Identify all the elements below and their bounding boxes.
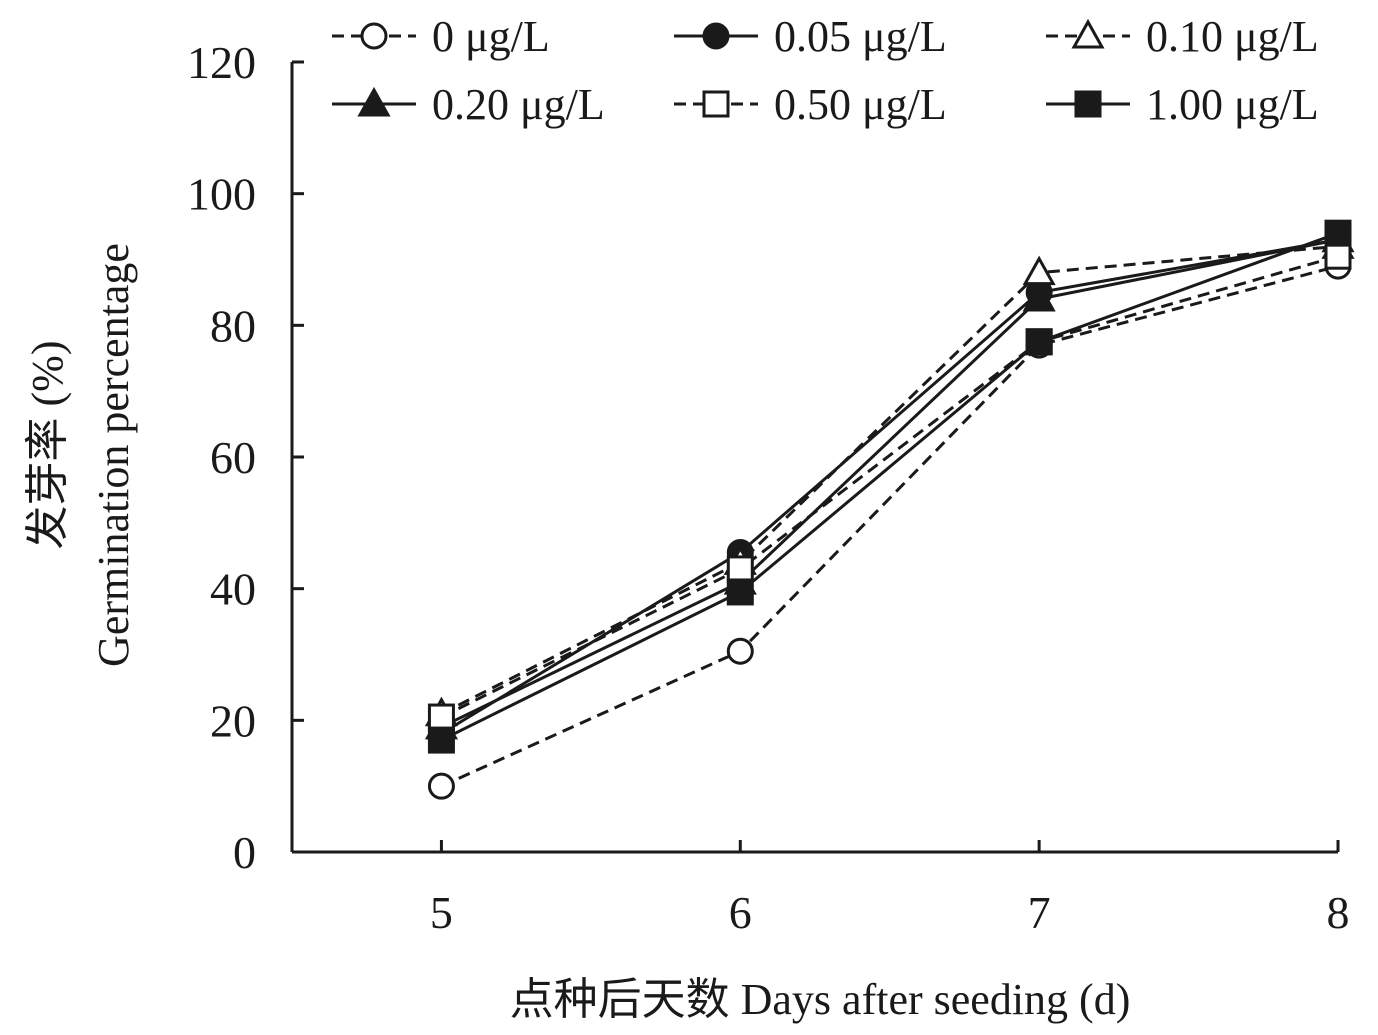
x-tick-label-3: 8 bbox=[1327, 887, 1350, 938]
point-5-1 bbox=[726, 578, 754, 606]
y-tick-label-3: 60 bbox=[210, 432, 256, 483]
point-5-0 bbox=[427, 726, 455, 754]
series-line-2 bbox=[440, 244, 1339, 716]
series-line-1 bbox=[440, 238, 1339, 735]
point-5-2 bbox=[1025, 328, 1053, 356]
legend-label-1: 0.05 μg/L bbox=[774, 12, 947, 61]
legend-label-2: 0.10 μg/L bbox=[1146, 12, 1319, 61]
y-tick-label-2: 40 bbox=[210, 564, 256, 615]
series-0 bbox=[427, 252, 1352, 800]
x-axis-title: 点种后天数 Days after seeding (d) bbox=[510, 975, 1131, 1024]
legend: 0 μg/L 0.05 μg/L 0.10 μg/L 0.20 μg/L 0.50 μg… bbox=[332, 12, 1319, 129]
axes: 0 20 40 60 80 100 120 5 6 7 8 bbox=[187, 37, 1350, 938]
point-4-3 bbox=[1324, 242, 1352, 270]
legend-marker-2 bbox=[1071, 18, 1105, 49]
y-tick-label-4: 80 bbox=[210, 300, 256, 351]
series-layer bbox=[424, 219, 1355, 800]
series-1 bbox=[427, 226, 1352, 747]
legend-item-3: 0.20 μg/L bbox=[332, 80, 605, 129]
legend-marker-1 bbox=[702, 22, 730, 50]
x-tick-label-0: 5 bbox=[430, 887, 453, 938]
point-4-1 bbox=[726, 555, 754, 583]
y-tick-label-6: 120 bbox=[187, 37, 256, 88]
series-line-3 bbox=[440, 238, 1339, 729]
series-2 bbox=[424, 229, 1355, 727]
series-line-4 bbox=[440, 254, 1339, 719]
y-tick-label-1: 20 bbox=[210, 695, 256, 746]
legend-label-4: 0.50 μg/L bbox=[774, 80, 947, 129]
point-4-0 bbox=[427, 703, 455, 731]
legend-item-4: 0.50 μg/L bbox=[674, 80, 947, 129]
legend-item-1: 0.05 μg/L bbox=[674, 12, 947, 61]
y-axis-title-cn: 发芽率 (%) bbox=[23, 341, 72, 550]
legend-marker-3 bbox=[357, 86, 391, 117]
x-tick-label-1: 6 bbox=[729, 887, 752, 938]
legend-marker-4 bbox=[702, 90, 730, 118]
legend-marker-0 bbox=[360, 22, 388, 50]
point-0-1 bbox=[726, 637, 754, 665]
series-5 bbox=[427, 219, 1352, 754]
series-line-5 bbox=[440, 231, 1339, 742]
point-5-3 bbox=[1324, 219, 1352, 247]
legend-marker-5 bbox=[1074, 90, 1102, 118]
series-3 bbox=[424, 222, 1355, 740]
legend-item-0: 0 μg/L bbox=[332, 12, 550, 61]
legend-item-5: 1.00 μg/L bbox=[1046, 80, 1319, 129]
legend-item-2: 0.10 μg/L bbox=[1046, 12, 1319, 61]
legend-label-3: 0.20 μg/L bbox=[432, 80, 605, 129]
y-tick-label-0: 0 bbox=[233, 827, 256, 878]
y-axis-title-en: Germination percentage bbox=[89, 243, 138, 667]
legend-label-5: 1.00 μg/L bbox=[1146, 80, 1319, 129]
series-line-0 bbox=[440, 264, 1339, 788]
legend-label-0: 0 μg/L bbox=[432, 12, 550, 61]
point-3-2 bbox=[1022, 281, 1056, 312]
point-0-0 bbox=[427, 772, 455, 800]
x-tick-label-2: 7 bbox=[1028, 887, 1051, 938]
y-tick-label-5: 100 bbox=[187, 169, 256, 220]
